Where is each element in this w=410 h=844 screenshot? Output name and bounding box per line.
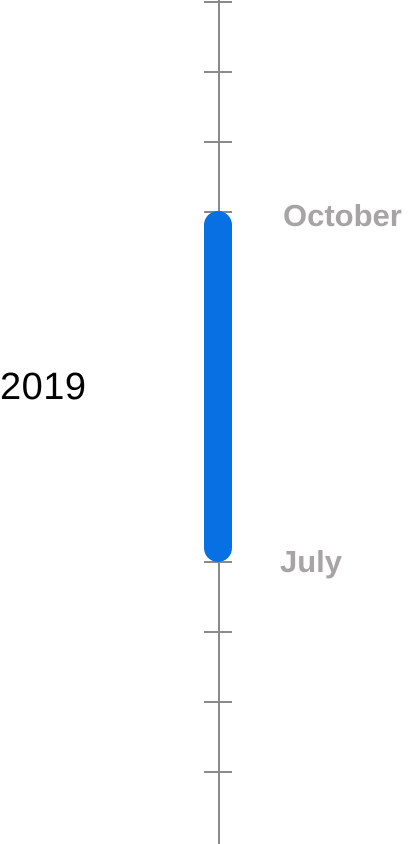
timeline-tick xyxy=(204,771,232,773)
timeline-tick xyxy=(204,701,232,703)
year-label: 2019 xyxy=(0,366,87,408)
timeline-tick xyxy=(204,561,232,563)
range-start-month-label: July xyxy=(280,544,343,579)
timeline-tick xyxy=(204,631,232,633)
timeline-tick xyxy=(204,71,232,73)
timeline-tick xyxy=(204,141,232,143)
selected-range-bar[interactable] xyxy=(204,211,232,562)
timeline-tick xyxy=(204,1,232,3)
range-end-month-label: October xyxy=(283,198,402,233)
